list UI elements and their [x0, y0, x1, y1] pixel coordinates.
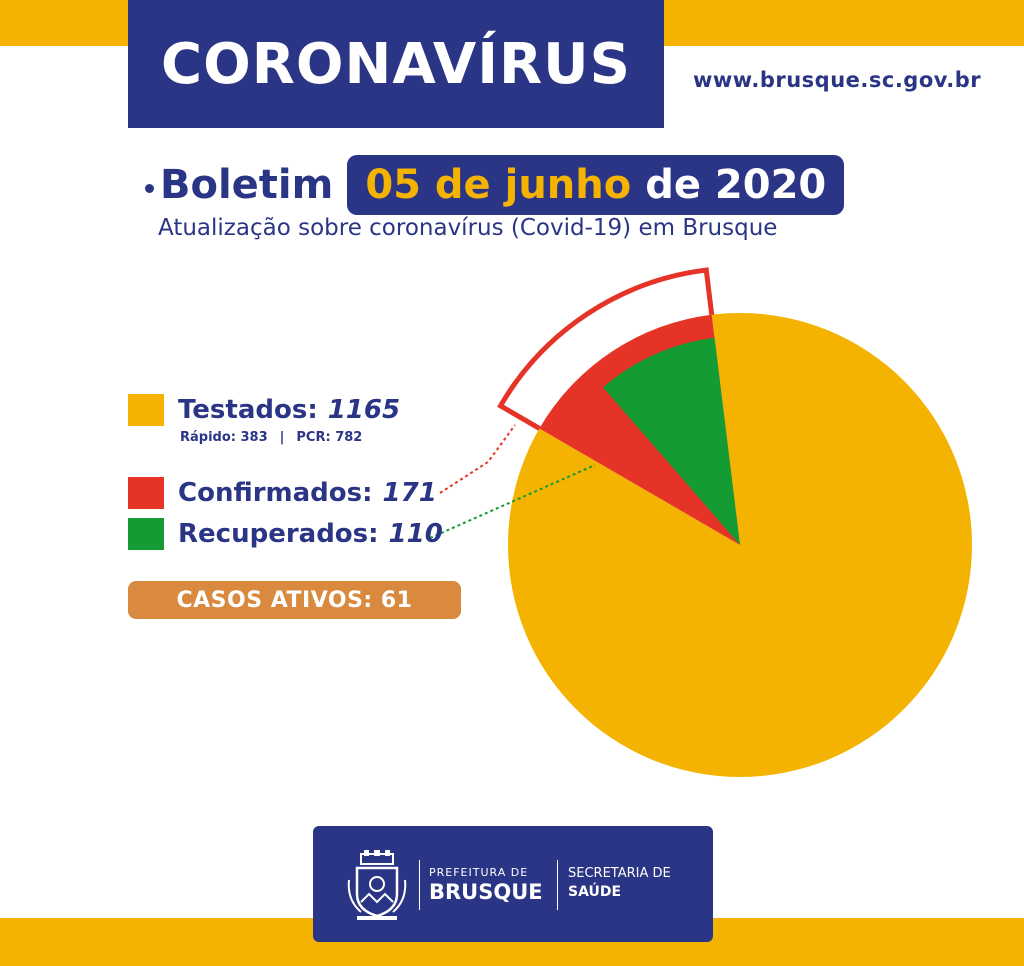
- legend-swatch-confirmed: [128, 477, 164, 509]
- legend-value-tested: 1165: [327, 395, 401, 425]
- confirmed-leader-line: [439, 424, 516, 494]
- legend-swatch-tested: [128, 394, 164, 426]
- recovered-leader-line: [429, 464, 596, 539]
- legend-tested: Testados: 1165: [128, 394, 400, 426]
- secretaria-name: SAÚDE: [568, 884, 622, 900]
- bulletin-subtitle: Atualização sobre coronavírus (Covid-19)…: [158, 215, 778, 241]
- pcr-count: PCR: 782: [296, 430, 363, 445]
- footer-divider-1: [419, 860, 420, 910]
- city-crest-icon: [347, 850, 407, 920]
- date-day: 05 de junho: [365, 162, 632, 208]
- active-cases-text: CASOS ATIVOS: 61: [176, 587, 413, 613]
- legend-value-recovered: 110: [388, 519, 443, 549]
- date-year: de 2020: [645, 162, 827, 208]
- legend-recovered: Recuperados: 110: [128, 518, 443, 550]
- legend-label-recovered: Recuperados:: [178, 519, 379, 549]
- bulletin-heading: Boletim 05 de junho de 2020: [145, 155, 845, 215]
- legend-value-confirmed: 171: [382, 478, 437, 508]
- bullet-dot: [145, 183, 154, 193]
- active-cases-badge: CASOS ATIVOS: 61: [128, 581, 461, 619]
- pie-slice-recovered: [603, 337, 740, 545]
- prefeitura-city: BRUSQUE: [429, 880, 543, 904]
- legend-swatch-recovered: [128, 518, 164, 550]
- website-url: www.brusque.sc.gov.br: [693, 68, 982, 92]
- footer-logo-box: PREFEITURA DE BRUSQUE SECRETARIA DE SAÚD…: [313, 826, 713, 942]
- bulletin-label: Boletim: [160, 162, 334, 208]
- rapid-count: Rápido: 383: [180, 430, 268, 445]
- legend-label-tested: Testados:: [178, 395, 318, 425]
- title-banner: CORONAVÍRUS: [128, 0, 664, 128]
- date-badge: 05 de junho de 2020: [347, 155, 845, 215]
- legend-confirmed: Confirmados: 171: [128, 477, 437, 509]
- secretaria-label: SECRETARIA DE: [568, 866, 671, 881]
- legend-label-confirmed: Confirmados:: [178, 478, 373, 508]
- breakdown-separator: |: [279, 430, 285, 445]
- prefeitura-label: PREFEITURA DE: [429, 866, 529, 879]
- footer-divider-2: [557, 860, 558, 910]
- tested-breakdown: Rápido: 383 | PCR: 782: [180, 430, 362, 445]
- page-title: CORONAVÍRUS: [161, 31, 631, 97]
